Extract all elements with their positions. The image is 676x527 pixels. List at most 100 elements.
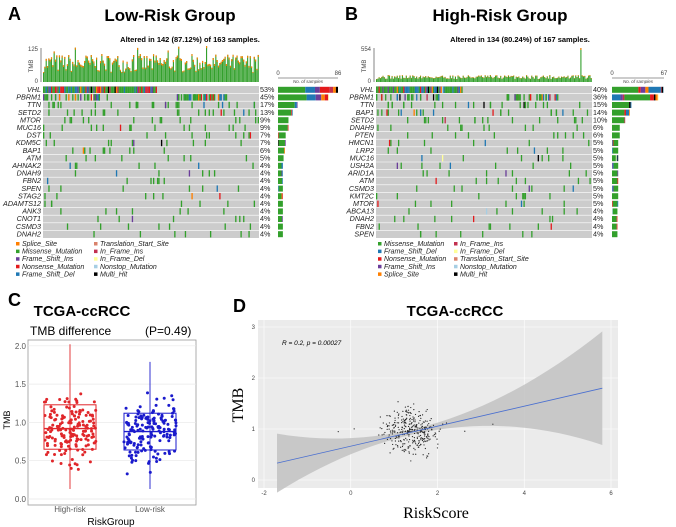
mutation-cell	[50, 94, 53, 101]
gene-percent: 5%	[593, 191, 604, 200]
tmb-bar-top	[127, 67, 129, 69]
tmb-bar-top	[484, 75, 486, 77]
data-point	[151, 427, 155, 431]
data-point	[141, 437, 145, 441]
mutation-cell	[92, 94, 94, 101]
mutation-cell	[151, 86, 153, 93]
tmb-bar	[377, 78, 379, 82]
mutation-cell	[65, 86, 67, 93]
data-point	[153, 434, 157, 438]
mutation-cell	[493, 132, 495, 139]
tmb-bar	[378, 77, 380, 82]
data-point	[411, 427, 413, 429]
tmb-bar-top	[566, 76, 568, 78]
mutation-cell	[511, 185, 514, 192]
mutation-cell	[407, 132, 409, 139]
tmb-bar-top	[110, 71, 112, 73]
data-point	[58, 449, 62, 453]
mutation-cell	[57, 101, 59, 109]
tmb-bar	[182, 71, 184, 82]
tmb-bar-top	[113, 60, 115, 63]
tmb-bar	[118, 65, 120, 82]
tmb-bar	[387, 75, 389, 82]
data-point	[83, 429, 87, 433]
mutation-cell	[141, 86, 143, 93]
tmb-axis-label: TMB	[362, 60, 368, 73]
mutation-cell	[551, 215, 554, 223]
tmb-bar	[113, 60, 115, 82]
mutation-cell	[219, 193, 221, 200]
tmb-bar	[150, 58, 152, 82]
mutation-cell	[208, 94, 210, 101]
mutation-cell	[414, 86, 417, 93]
tmb-bar-top	[196, 57, 198, 60]
tmb-bar-top	[137, 47, 139, 50]
tmb-bar	[454, 76, 456, 82]
data-point	[172, 407, 176, 411]
data-point	[84, 424, 88, 428]
mutation-cell	[515, 193, 517, 200]
mutation-cell	[160, 139, 163, 147]
mutation-cell	[199, 200, 201, 207]
tmb-bar	[99, 61, 102, 82]
tmb-bar-top	[542, 75, 544, 77]
mutation-cell	[422, 170, 424, 177]
tmb-bar-top	[252, 71, 254, 73]
data-point	[394, 430, 396, 432]
tmb-bar	[199, 62, 201, 82]
data-point	[397, 422, 400, 424]
mutation-cell	[204, 124, 206, 131]
mutation-cell	[174, 231, 176, 238]
mutation-cell	[183, 94, 185, 101]
tmb-bar	[138, 56, 140, 82]
mutation-cell	[109, 86, 111, 93]
mutation-cell	[511, 208, 514, 215]
data-point	[75, 463, 79, 467]
mutation-cell	[454, 101, 457, 109]
mutation-cell	[97, 215, 99, 223]
tmb-bar-top	[123, 71, 125, 73]
tmb-bar	[139, 54, 141, 82]
tmb-bar	[528, 78, 530, 82]
tmb-tick-max: 554	[361, 47, 372, 53]
mutation-cell	[546, 101, 549, 109]
data-point	[381, 434, 383, 436]
mutation-cell	[130, 124, 132, 131]
data-point	[416, 432, 418, 434]
tmb-bar	[537, 78, 539, 82]
mutation-cell	[88, 94, 90, 101]
tmb-bar	[107, 56, 110, 82]
tmb-bar	[184, 62, 186, 82]
data-point	[70, 412, 74, 416]
mutation-cell	[202, 170, 204, 177]
tmb-bar-top	[170, 68, 172, 70]
data-point	[428, 439, 430, 441]
tmb-bar-top	[143, 56, 145, 59]
data-point	[408, 418, 411, 420]
data-point	[70, 409, 74, 413]
tmb-bar-top	[186, 61, 188, 64]
data-point	[47, 436, 51, 440]
mutation-cell	[253, 101, 256, 109]
data-point	[427, 434, 429, 436]
tmb-bar	[248, 65, 250, 82]
mutation-cell	[121, 155, 123, 162]
data-point	[418, 441, 420, 443]
tmb-bar	[123, 71, 125, 82]
tmb-bar-top	[466, 76, 468, 78]
tmb-bar-top	[405, 75, 407, 77]
tmb-bar	[129, 68, 131, 82]
tmb-bar-top	[467, 75, 469, 77]
tmb-bar	[572, 75, 574, 82]
tmb-bar-top	[221, 60, 224, 63]
mutation-cell	[199, 94, 201, 101]
mutation-cell	[563, 185, 565, 192]
tmb-bar	[439, 76, 441, 82]
data-point	[55, 413, 59, 417]
tmb-bar	[421, 78, 423, 82]
tmb-bar-top	[457, 75, 459, 77]
mutation-cell	[407, 94, 409, 101]
mutation-cell	[48, 101, 50, 109]
data-point	[415, 453, 417, 455]
tmb-bar-top	[216, 60, 218, 63]
